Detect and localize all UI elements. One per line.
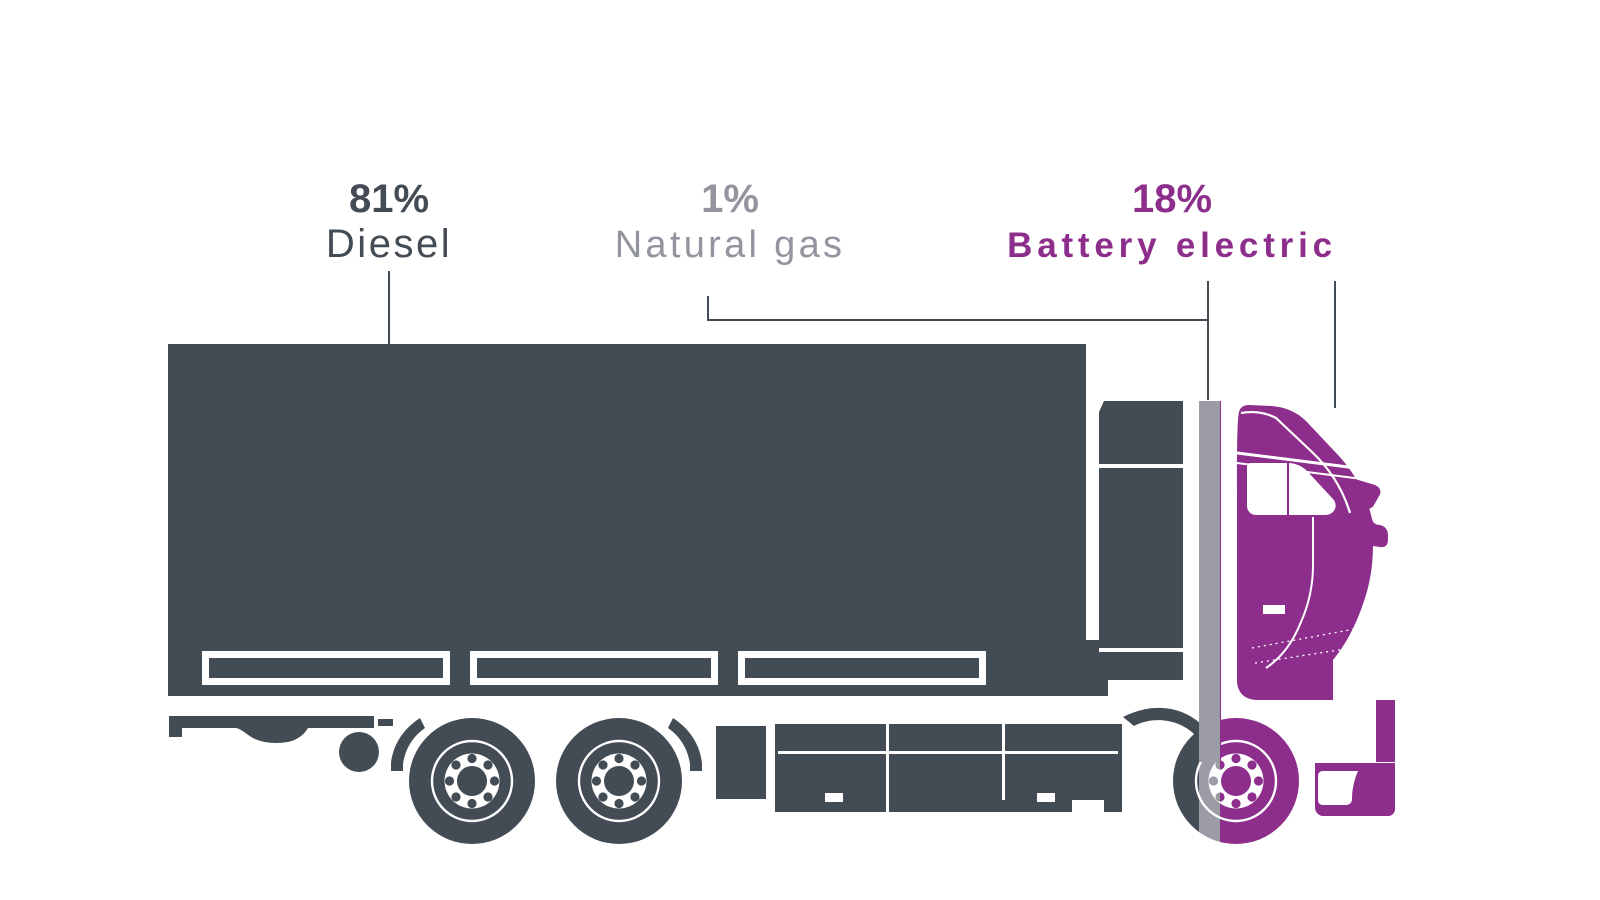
svg-text:81%: 81%: [349, 177, 429, 221]
svg-text:1%: 1%: [701, 177, 759, 221]
svg-text:18%: 18%: [1132, 177, 1212, 221]
svg-text:Natural gas: Natural gas: [615, 224, 846, 266]
svg-text:Battery electric: Battery electric: [1007, 226, 1337, 265]
svg-text:Diesel: Diesel: [326, 222, 452, 266]
